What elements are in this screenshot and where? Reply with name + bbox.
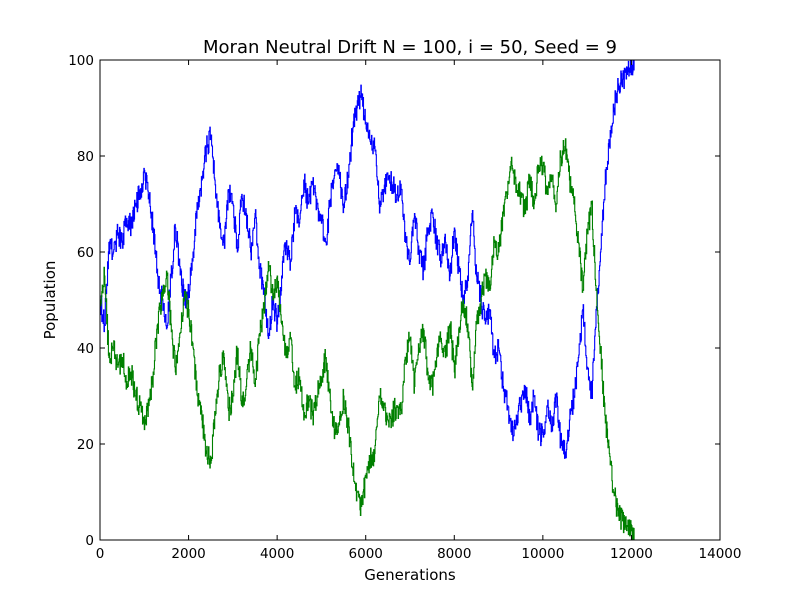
- series-line-1: [99, 59, 635, 459]
- y-tick-label: 40: [77, 341, 94, 357]
- y-tick-label: 80: [77, 149, 94, 165]
- y-axis-title: Population: [41, 261, 59, 340]
- chart-title: Moran Neutral Drift N = 100, i = 50, See…: [203, 37, 617, 58]
- series-layer: [99, 59, 635, 541]
- series-line-2: [99, 138, 635, 541]
- x-tick-label: 8000: [437, 546, 471, 562]
- plot-frame: [99, 59, 721, 541]
- x-tick-label: 10000: [521, 546, 564, 562]
- x-tick-label: 14000: [699, 546, 742, 562]
- x-tick-label: 4000: [260, 546, 294, 562]
- x-tick-label: 2000: [171, 546, 205, 562]
- x-tick-label: 12000: [610, 546, 653, 562]
- y-tick-label: 20: [77, 437, 94, 453]
- x-tick-label: 6000: [349, 546, 383, 562]
- plot-area: [100, 60, 720, 540]
- x-tick-label: 0: [96, 546, 105, 562]
- x-axis-title: Generations: [364, 566, 456, 584]
- y-tick-label: 0: [85, 533, 94, 549]
- y-tick-label: 60: [77, 245, 94, 261]
- y-tick-label: 100: [68, 53, 94, 69]
- tick-layer: 0 2000 4000 6000 8000 10000 12000 14000 0 20 40 60 8…: [68, 53, 741, 562]
